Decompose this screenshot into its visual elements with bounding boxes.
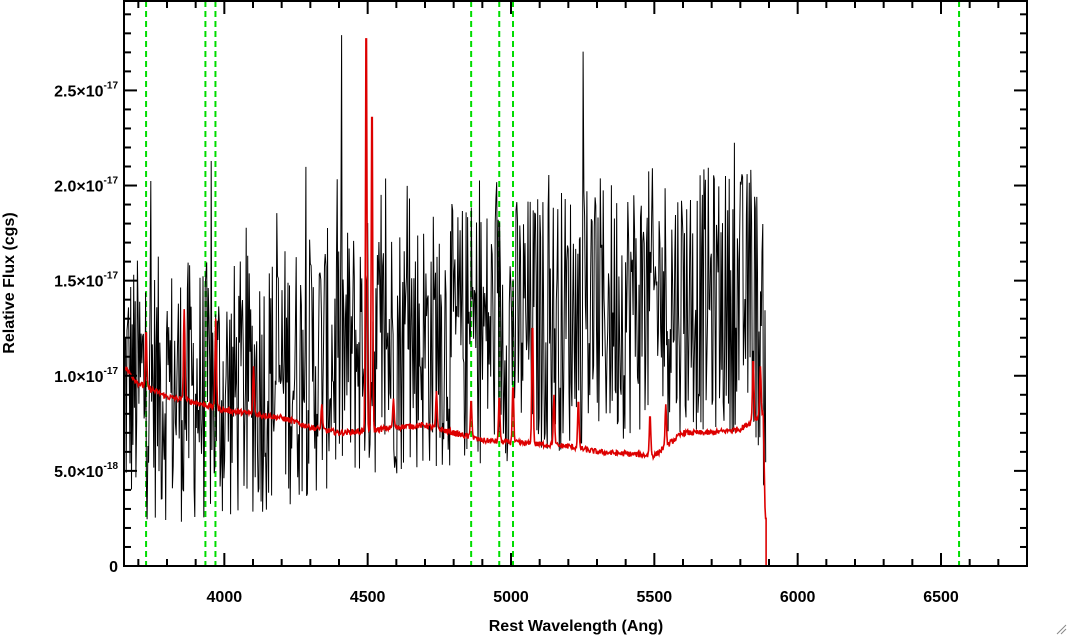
x-tick-label-5000: 5000 <box>493 589 529 606</box>
y-tick-label: 2.0×10-17 <box>54 176 118 196</box>
y-tick-label: 5.0×10-18 <box>54 461 118 481</box>
observed-spectrum-line <box>123 35 767 522</box>
x-tick-label-5500: 5500 <box>637 589 673 606</box>
axis-ticks <box>124 1 1028 567</box>
y-tick-label: 1.0×10-17 <box>54 366 118 386</box>
x-tick-label-4000: 4000 <box>207 589 243 606</box>
x-tick-label-6500: 6500 <box>923 589 959 606</box>
y-axis-label: Relative Flux (cgs) <box>1 212 18 353</box>
x-tick-label-6000: 6000 <box>780 589 816 606</box>
plot-frame <box>123 0 1028 567</box>
resize-grip-icon[interactable] <box>1055 623 1067 635</box>
x-axis-label: Rest Wavelength (Ang) <box>489 618 664 635</box>
y-tick-label: 1.5×10-17 <box>54 271 118 291</box>
x-tick-labels: 4000 4500 5000 5500 6000 6500 <box>207 589 959 606</box>
observed-spectrum <box>123 35 767 522</box>
x-tick-label-4500: 4500 <box>350 589 386 606</box>
y-tick-label: 2.5×10-17 <box>54 80 118 100</box>
y-tick-label: 0 <box>109 559 118 576</box>
y-tick-labels: 0 5.0×10-18 1.0×10-17 1.5×10-17 2.0×10-17 2.5… <box>54 80 118 576</box>
